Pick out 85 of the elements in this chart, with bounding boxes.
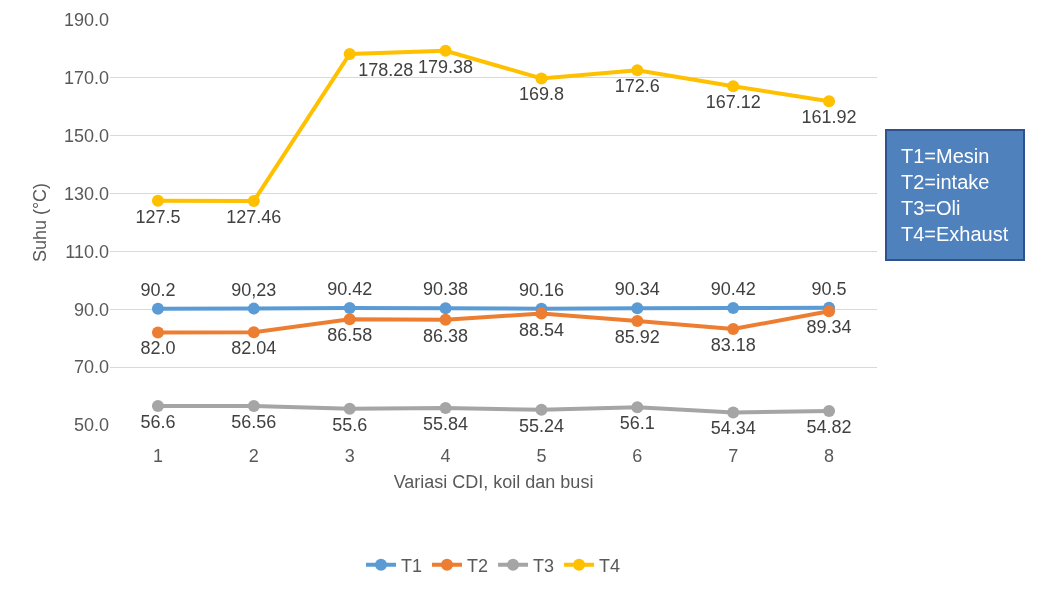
point: [727, 80, 740, 93]
point: [151, 326, 164, 339]
data-label: 90.16: [518, 279, 564, 300]
data-label: 90.34: [614, 279, 660, 300]
point: [247, 302, 260, 315]
x-tick-label: 3: [344, 446, 355, 466]
data-label: 54.82: [806, 417, 852, 438]
data-label: 56.56: [231, 412, 277, 433]
x-tick-label: 5: [536, 446, 547, 466]
legend-label: T1: [401, 555, 423, 576]
data-label: 178.28: [358, 59, 414, 80]
y-axis-title: Suhu (°C): [30, 182, 51, 263]
point: [247, 400, 260, 413]
point: [343, 402, 356, 415]
point: [247, 194, 260, 207]
y-tick-label: 70.0: [73, 357, 109, 378]
data-label: 90.42: [327, 279, 373, 300]
point: [343, 313, 356, 326]
point: [343, 302, 356, 315]
point: [631, 64, 644, 77]
data-label: 82.04: [231, 338, 277, 359]
data-label: 90,23: [231, 279, 277, 300]
data-label: 127.46: [226, 206, 282, 227]
point: [151, 194, 164, 207]
y-tick-label: 50.0: [73, 415, 109, 436]
data-label: 54.34: [710, 418, 756, 439]
point: [439, 302, 452, 315]
data-label: 55.24: [518, 415, 564, 436]
point: [535, 72, 548, 85]
point: [631, 401, 644, 414]
y-tick-label: 150.0: [63, 126, 109, 147]
legend-label: T3: [533, 555, 555, 576]
point: [535, 403, 548, 416]
x-tick-label: 1: [152, 446, 163, 466]
x-axis-title: Variasi CDI, koil dan busi: [393, 472, 594, 493]
x-tick-label: 8: [824, 446, 835, 466]
data-label: 55.6: [332, 414, 368, 435]
y-tick-label: 130.0: [63, 183, 109, 204]
y-tick-label: 190.0: [63, 10, 109, 31]
point: [823, 305, 836, 318]
x-tick-label: 4: [440, 446, 451, 466]
point: [439, 402, 452, 415]
data-label: 55.84: [423, 414, 469, 435]
data-label: 90.2: [140, 279, 176, 300]
data-label: 88.54: [518, 319, 564, 340]
y-tick-label: 170.0: [63, 68, 109, 89]
data-label: 85.92: [614, 327, 660, 348]
data-label: 86.58: [327, 325, 373, 346]
data-label: 82.0: [140, 338, 176, 359]
data-label: 127.5: [135, 206, 181, 227]
x-tick-label: 6: [632, 446, 643, 466]
data-label: 90.38: [423, 279, 469, 300]
text: T1=Mesin T2=intake T3=Oli T4=Exhaust: [901, 145, 1009, 245]
data-label: 86.38: [423, 325, 469, 346]
point: [343, 47, 356, 60]
data-label: 167.12: [705, 92, 761, 113]
point: [247, 326, 260, 339]
data-label: 89.34: [806, 317, 852, 338]
data-label: 169.8: [518, 84, 564, 105]
data-label: 161.92: [801, 107, 857, 128]
point: [439, 44, 452, 57]
point: [535, 307, 548, 320]
point: [631, 315, 644, 328]
point: [151, 302, 164, 315]
data-label: 179.38: [418, 56, 474, 77]
data-label: 172.6: [614, 76, 660, 97]
point: [727, 323, 740, 336]
x-tick-label: 7: [728, 446, 739, 466]
data-label: 56.6: [140, 411, 176, 432]
y-tick-label: 110.0: [65, 241, 109, 262]
data-label: 56.1: [619, 413, 655, 434]
x-tick-label: 2: [248, 446, 259, 466]
y-tick-label: 90.0: [73, 299, 109, 320]
data-label: 90.42: [710, 279, 756, 300]
point: [631, 302, 644, 315]
point: [439, 313, 452, 326]
point: [823, 405, 836, 418]
legend-label: T4: [599, 555, 621, 576]
point: [823, 95, 836, 108]
point: [727, 406, 740, 419]
point: [151, 399, 164, 412]
point: [727, 302, 740, 315]
data-label: 90.5: [811, 278, 847, 299]
data-label: 83.18: [710, 335, 756, 356]
legend-label: T2: [467, 555, 489, 576]
